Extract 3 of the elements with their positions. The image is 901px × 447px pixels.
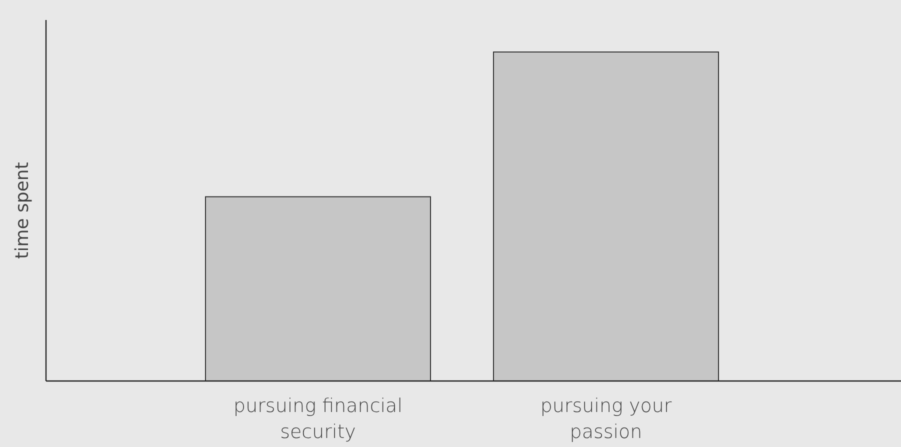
x-tick-label: pursuing financial security [234, 395, 402, 443]
y-axis-title: time spent [12, 162, 33, 259]
x-tick-label: pursuing your passion [540, 395, 672, 443]
